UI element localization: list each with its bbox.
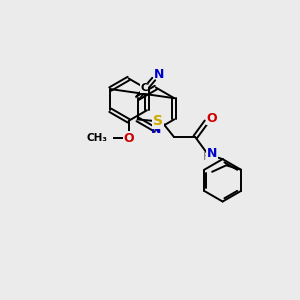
Text: O: O (123, 132, 134, 145)
Text: O: O (206, 112, 217, 125)
Text: N: N (154, 68, 164, 81)
Text: N: N (206, 147, 217, 160)
Text: CH₃: CH₃ (86, 133, 107, 143)
Text: C: C (140, 83, 148, 93)
Text: H: H (203, 152, 212, 162)
Text: S: S (153, 114, 163, 128)
Text: N: N (151, 124, 162, 136)
